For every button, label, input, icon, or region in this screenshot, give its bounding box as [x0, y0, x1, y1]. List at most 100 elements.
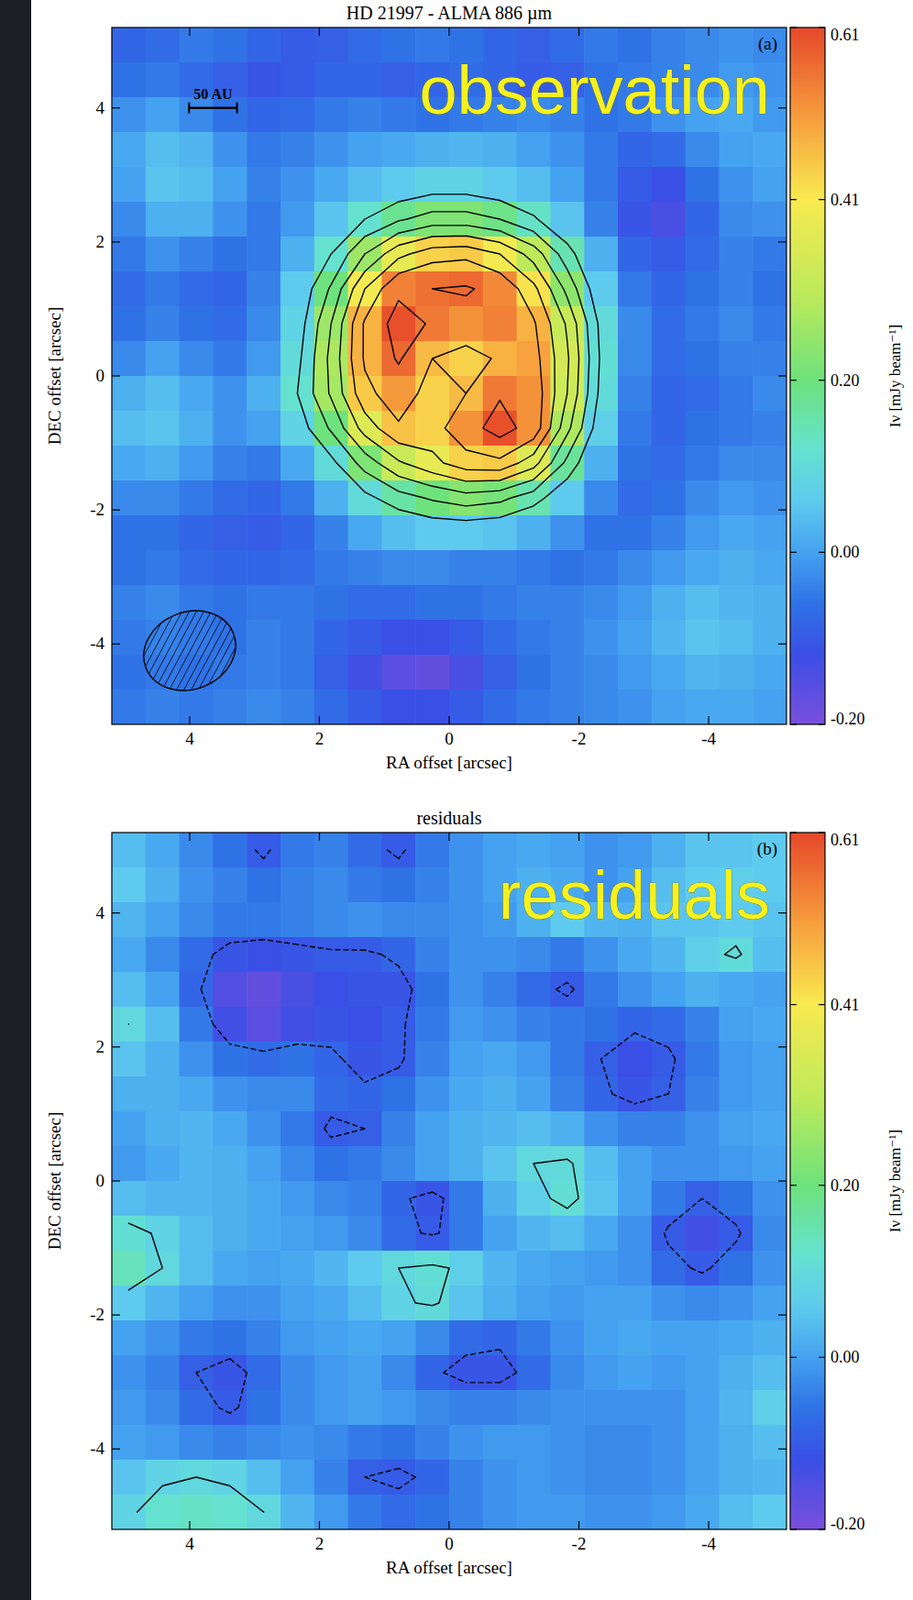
cell [517, 410, 551, 447]
cell [583, 1250, 618, 1287]
y-tick [111, 643, 121, 645]
cell [651, 515, 686, 551]
cell [483, 1494, 517, 1529]
cell [685, 341, 720, 377]
cell [246, 550, 281, 586]
cell [348, 1424, 383, 1461]
cell [617, 1250, 652, 1287]
cell [517, 1215, 551, 1252]
cell [111, 584, 146, 621]
cell [212, 689, 247, 725]
cell [381, 1041, 416, 1078]
cell [280, 867, 315, 903]
cell [752, 1006, 787, 1043]
cell [246, 584, 281, 621]
cell [314, 62, 349, 99]
y-tick [111, 241, 121, 242]
cell [179, 480, 214, 517]
cell [685, 480, 720, 517]
cell [617, 236, 652, 273]
cell [651, 1111, 686, 1147]
cell [111, 1111, 146, 1147]
cell [517, 1041, 551, 1078]
cell [752, 1250, 787, 1287]
cell [685, 515, 720, 551]
cell [179, 1041, 214, 1078]
cell [583, 1459, 618, 1496]
cell [145, 1076, 180, 1112]
cell [752, 1041, 787, 1078]
cell [348, 936, 383, 973]
cell [685, 306, 720, 342]
cell [583, 1354, 618, 1391]
cell [111, 832, 146, 869]
cell [415, 1424, 450, 1461]
cell [280, 445, 315, 482]
colorbar-tick-label: -0.20 [830, 709, 866, 728]
cell [550, 550, 584, 586]
cell [583, 375, 618, 412]
cell [718, 341, 753, 377]
cell [314, 132, 349, 168]
panel-title: residuals [416, 807, 482, 828]
y-tick [111, 912, 121, 913]
cell [111, 410, 146, 447]
cell [314, 480, 349, 517]
cell [111, 375, 146, 412]
cell [550, 584, 584, 621]
cell [651, 480, 686, 517]
cell [145, 867, 180, 903]
cell [111, 480, 146, 517]
cell [212, 584, 247, 621]
y-axis-title: DEC offset [arcsec] [44, 307, 65, 446]
cell [246, 867, 281, 903]
cell [550, 515, 584, 551]
cell [483, 132, 517, 168]
x-tick [448, 715, 450, 725]
colorbar-tick [790, 1184, 797, 1186]
cell [449, 1111, 484, 1147]
contour [327, 225, 579, 494]
cell [314, 27, 349, 64]
cell [314, 689, 349, 725]
cell [752, 1076, 787, 1112]
cell [752, 1111, 787, 1147]
colorbar-tick [790, 723, 797, 725]
cell [179, 236, 214, 273]
cell [517, 936, 551, 973]
cell [651, 619, 686, 656]
cell [718, 1111, 753, 1147]
cell [718, 1459, 753, 1496]
cell [752, 654, 787, 691]
cell [111, 971, 146, 1008]
cell [517, 166, 551, 203]
x-tick [707, 1520, 709, 1529]
cell [651, 1285, 686, 1321]
y-tick [778, 1314, 787, 1316]
x-tick [578, 1520, 580, 1529]
cell [651, 1145, 686, 1182]
cell [550, 1320, 584, 1356]
cell [517, 550, 551, 586]
x-tick-label: 2 [315, 728, 325, 748]
cell [381, 410, 416, 447]
x-tick [319, 27, 320, 36]
cell [685, 1494, 720, 1529]
x-tick [188, 715, 190, 725]
cell [752, 1459, 787, 1496]
cell [449, 1006, 484, 1043]
cell [246, 1459, 281, 1496]
cell [752, 1285, 787, 1321]
x-tick [707, 832, 709, 841]
cell [246, 1076, 281, 1112]
cell [718, 619, 753, 656]
cell [449, 1494, 484, 1529]
cell [348, 971, 383, 1008]
cell [179, 1494, 214, 1529]
y-tick [111, 1045, 121, 1047]
cell [449, 445, 484, 482]
cell [752, 1389, 787, 1426]
cell [111, 306, 146, 342]
cell [212, 550, 247, 586]
cell [483, 1180, 517, 1217]
